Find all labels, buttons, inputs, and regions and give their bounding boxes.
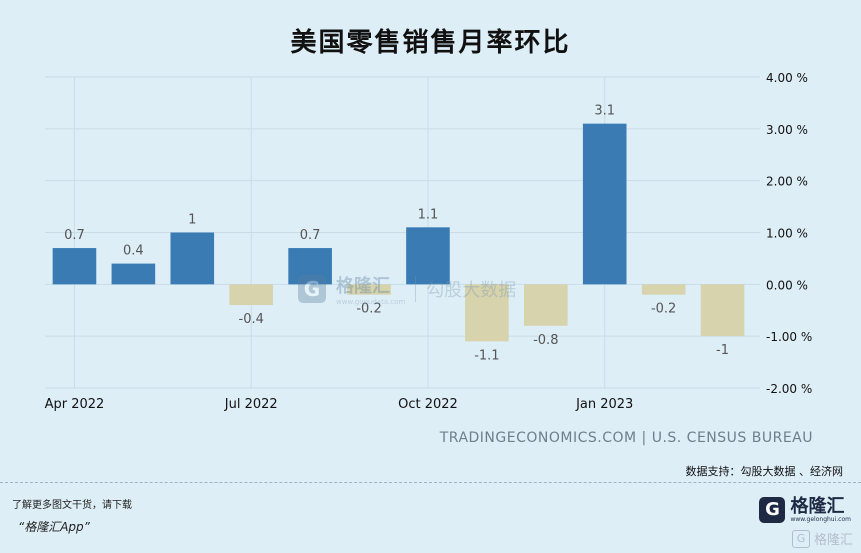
footer-app-name: “格隆汇App” <box>18 520 90 534</box>
bar <box>641 284 686 295</box>
data-label: -1 <box>716 343 729 358</box>
bar <box>523 284 568 326</box>
logo-text: 格隆汇 <box>790 496 845 517</box>
watermark: G 格隆汇 www.gogudata.com 勾股大数据 <box>298 272 516 306</box>
x-tick-label: Jul 2022 <box>224 397 278 412</box>
y-tick-label: -1.00 % <box>766 330 812 344</box>
bar <box>465 284 509 342</box>
data-label: -0.4 <box>239 312 264 327</box>
bar <box>406 227 450 285</box>
data-support: 数据支持：勾股大数据 、经济网 <box>685 465 844 478</box>
bar <box>229 284 274 306</box>
watermark-brand2: 勾股大数据 <box>426 280 517 301</box>
y-tick-label: -2.00 % <box>766 382 812 396</box>
bar <box>347 284 391 295</box>
x-axis: Apr 2022 Jul 2022 Oct 2022 Jan 2023 <box>45 397 634 412</box>
footer-divider <box>0 482 861 483</box>
y-axis: 4.00 % 3.00 % 2.00 % 1.00 % 0.00 % -1.00 % -2.… <box>766 71 812 396</box>
watermark-url: www.gogudata.com <box>336 298 406 306</box>
bar <box>582 123 627 285</box>
watermark-brand: 格隆汇 <box>336 276 390 297</box>
bar <box>111 263 156 285</box>
x-tick-label: Oct 2022 <box>398 397 458 412</box>
footer-promo: 了解更多图文干货，请下载 <box>12 500 132 511</box>
bar <box>288 248 332 285</box>
data-label: -1.1 <box>474 348 499 363</box>
bars <box>52 123 745 342</box>
data-label: -0.2 <box>356 302 381 317</box>
data-label: -0.2 <box>651 302 676 317</box>
chart-source: TRADINGECONOMICS.COM | U.S. CENSUS BUREA… <box>439 430 813 446</box>
logo-url: www.gelonghui.com <box>790 516 851 523</box>
y-tick-label: 0.00 % <box>766 278 808 292</box>
y-tick-label: 3.00 % <box>766 123 808 137</box>
corner-g-icon: G <box>791 529 810 548</box>
brand-g-icon: G <box>759 497 786 523</box>
brand-logo-icon: G <box>298 275 326 303</box>
chart-title: 美国零售销售月率环比 <box>290 28 571 58</box>
data-label: 1.1 <box>418 207 439 222</box>
corner-watermark-text: 格隆汇 <box>813 533 853 548</box>
corner-watermark: G 格隆汇 <box>791 529 853 548</box>
x-tick-label: Apr 2022 <box>45 397 105 412</box>
y-tick-label: 1.00 % <box>766 227 808 241</box>
watermark-divider <box>415 276 417 302</box>
brand-logo: G 格隆汇 www.gelonghui.com <box>759 497 851 523</box>
data-label: 0.7 <box>300 228 321 243</box>
bar <box>170 232 215 285</box>
x-tick-label: Jan 2023 <box>575 397 633 412</box>
data-label: 1 <box>188 213 196 228</box>
bar-chart: 0.7 0.4 1 -0.4 0.7 -0.2 1.1 -1.1 -0.8 3.1 -0.2 -1 4… <box>45 71 813 412</box>
data-label: 0.4 <box>123 244 144 259</box>
grid-lines <box>45 76 760 389</box>
data-labels: 0.7 0.4 1 -0.4 0.7 -0.2 1.1 -1.1 -0.8 3.1 -0.2 -1 <box>64 104 729 364</box>
bar <box>700 284 745 337</box>
data-label: 0.7 <box>64 228 85 243</box>
data-label: 3.1 <box>594 104 615 119</box>
y-tick-label: 4.00 % <box>766 71 808 85</box>
y-tick-label: 2.00 % <box>766 175 808 189</box>
bar <box>52 248 97 285</box>
data-label: -0.8 <box>533 333 558 348</box>
